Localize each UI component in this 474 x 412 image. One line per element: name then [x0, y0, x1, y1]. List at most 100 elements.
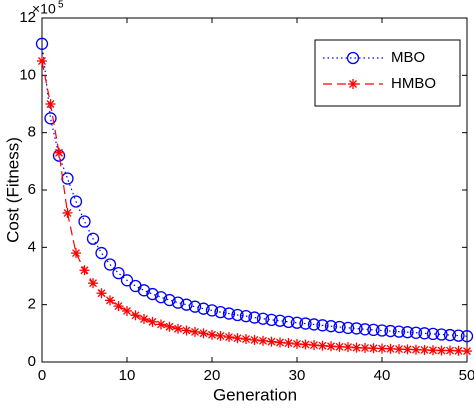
- marker-stroke: [327, 342, 335, 351]
- marker: [275, 337, 285, 348]
- y-tick-label: 8: [28, 124, 36, 141]
- marker-stroke: [89, 279, 97, 288]
- marker-stroke: [165, 322, 174, 331]
- marker-stroke: [335, 342, 344, 351]
- marker-stroke: [361, 343, 369, 352]
- marker: [37, 56, 47, 66]
- marker-stroke: [72, 249, 80, 258]
- marker: [181, 325, 192, 336]
- x-axis-label: Generation: [213, 385, 297, 404]
- marker: [137, 284, 151, 297]
- marker: [61, 172, 74, 185]
- marker: [79, 265, 90, 276]
- marker: [282, 315, 295, 329]
- marker: [171, 296, 185, 309]
- y-multiplier: ×10: [32, 1, 56, 17]
- marker: [316, 319, 329, 332]
- marker: [445, 345, 455, 356]
- marker-stroke: [267, 337, 276, 346]
- marker-stroke: [344, 343, 352, 352]
- marker: [290, 316, 304, 329]
- marker-stroke: [131, 311, 140, 320]
- marker: [249, 334, 260, 345]
- marker: [265, 313, 278, 327]
- marker-stroke: [318, 341, 327, 350]
- marker-stroke: [114, 302, 123, 311]
- marker-stroke: [80, 266, 89, 275]
- marker: [317, 340, 328, 351]
- marker: [443, 328, 457, 342]
- marker: [45, 99, 56, 109]
- marker-stroke: [46, 100, 55, 108]
- marker: [368, 343, 379, 354]
- marker-stroke: [140, 315, 148, 323]
- marker: [419, 344, 430, 355]
- marker-stroke: [63, 208, 72, 217]
- legend-box: [314, 39, 461, 107]
- marker: [283, 338, 294, 349]
- marker-stroke: [276, 338, 284, 347]
- x-tick-label: 40: [374, 367, 391, 384]
- marker-stroke: [233, 334, 242, 343]
- marker-stroke: [97, 289, 106, 298]
- marker: [129, 279, 142, 293]
- marker-stroke: [199, 329, 208, 338]
- marker: [453, 345, 464, 356]
- marker: [188, 300, 202, 313]
- marker: [299, 317, 312, 330]
- marker-stroke: [463, 347, 471, 356]
- y-tick-label: 6: [28, 181, 36, 198]
- marker: [239, 309, 253, 323]
- marker: [300, 339, 311, 350]
- marker: [147, 316, 158, 327]
- marker: [324, 320, 338, 333]
- marker: [224, 332, 234, 343]
- marker-stroke: [284, 339, 293, 348]
- marker-stroke: [437, 346, 446, 355]
- y-tick-label: 0: [28, 353, 36, 370]
- marker: [385, 343, 396, 354]
- marker-stroke: [191, 327, 199, 336]
- marker-stroke: [293, 339, 301, 348]
- marker: [154, 291, 168, 304]
- marker: [69, 195, 83, 208]
- y-tick-label: 4: [28, 238, 36, 255]
- marker: [62, 207, 73, 218]
- marker: [460, 330, 474, 343]
- marker: [35, 37, 49, 50]
- marker-stroke: [369, 344, 378, 353]
- marker: [88, 278, 98, 289]
- marker: [232, 333, 243, 344]
- marker: [105, 295, 115, 306]
- marker: [377, 343, 387, 354]
- legend-label: HMBO: [391, 75, 436, 92]
- marker-stroke: [429, 346, 437, 355]
- marker: [309, 340, 319, 351]
- y-multiplier-exponent: 5: [58, 0, 64, 11]
- x-tick-label: 0: [38, 367, 46, 384]
- x-tick-label: 50: [459, 367, 474, 384]
- marker: [173, 323, 183, 334]
- marker: [435, 328, 448, 341]
- marker: [146, 287, 159, 301]
- x-tick-label: 30: [289, 367, 306, 384]
- marker: [341, 321, 355, 335]
- marker: [44, 112, 57, 125]
- marker: [394, 344, 404, 355]
- y-tick-label: 10: [19, 66, 36, 83]
- legend-label: MBO: [391, 49, 425, 66]
- marker: [401, 326, 414, 339]
- marker: [258, 335, 268, 346]
- marker: [426, 327, 440, 341]
- marker: [103, 258, 117, 271]
- marker: [78, 215, 91, 228]
- marker-stroke: [259, 336, 267, 345]
- y-tick-label: 2: [28, 296, 36, 313]
- x-tick-label: 20: [204, 367, 221, 384]
- marker: [266, 336, 277, 347]
- marker: [375, 324, 389, 337]
- marker-stroke: [216, 331, 225, 340]
- marker-stroke: [386, 344, 395, 353]
- marker-stroke: [38, 57, 46, 65]
- marker-stroke: [310, 341, 318, 350]
